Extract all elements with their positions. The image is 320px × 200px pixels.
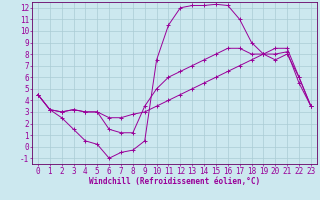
X-axis label: Windchill (Refroidissement éolien,°C): Windchill (Refroidissement éolien,°C) <box>89 177 260 186</box>
